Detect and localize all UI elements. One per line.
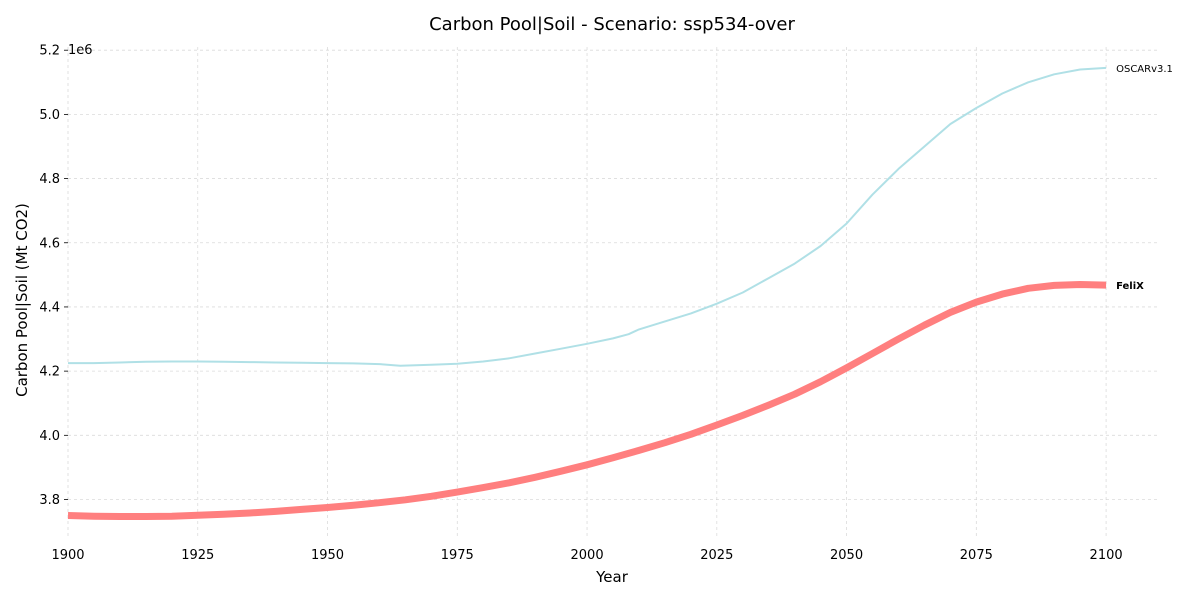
- y-tick-label: 3.8: [39, 493, 60, 508]
- y-tick-label: 4.6: [39, 236, 60, 251]
- x-tick-label: 2000: [571, 548, 604, 563]
- y-tick-label: 4.0: [39, 429, 60, 444]
- x-axis-title: Year: [595, 568, 629, 586]
- x-tick-label: 2050: [830, 548, 863, 563]
- y-tick-label: 4.2: [39, 365, 60, 380]
- grid: [67, 47, 1158, 538]
- x-tick-label: 2100: [1090, 548, 1123, 563]
- x-tick-label: 1925: [181, 548, 214, 563]
- y-tick-label: 5.2: [39, 44, 60, 59]
- x-tick-label: 1975: [441, 548, 474, 563]
- series-layer: [67, 66, 1107, 520]
- series-line-oscarv3-1: [68, 66, 1107, 367]
- y-tick-label: 5.0: [39, 108, 60, 123]
- y-tick-label: 4.8: [39, 172, 60, 187]
- x-axis-ticks: 1900 1925 1950 1975 2000 2025 2050 2075 2100: [51, 548, 1122, 563]
- series-end-label: FeliX: [1116, 281, 1144, 292]
- x-tick-label: 1950: [311, 548, 344, 563]
- x-tick-label: 2075: [960, 548, 993, 563]
- series-labels: OSCARv3.1 FeliX: [1116, 64, 1173, 292]
- chart-title: Carbon Pool|Soil - Scenario: ssp534-over: [429, 14, 795, 35]
- x-tick-label: 2025: [700, 548, 733, 563]
- x-tick-label: 1900: [51, 548, 84, 563]
- y-tick-label: 4.4: [39, 300, 60, 315]
- y-axis-title: Carbon Pool|Soil (Mt CO2): [13, 203, 31, 397]
- series-end-label: OSCARv3.1: [1116, 64, 1173, 75]
- series-line-felix: [67, 281, 1107, 520]
- y-axis-ticks: 3.8 4.0 4.2 4.4 4.6 4.8 5.0 5.2: [39, 44, 68, 508]
